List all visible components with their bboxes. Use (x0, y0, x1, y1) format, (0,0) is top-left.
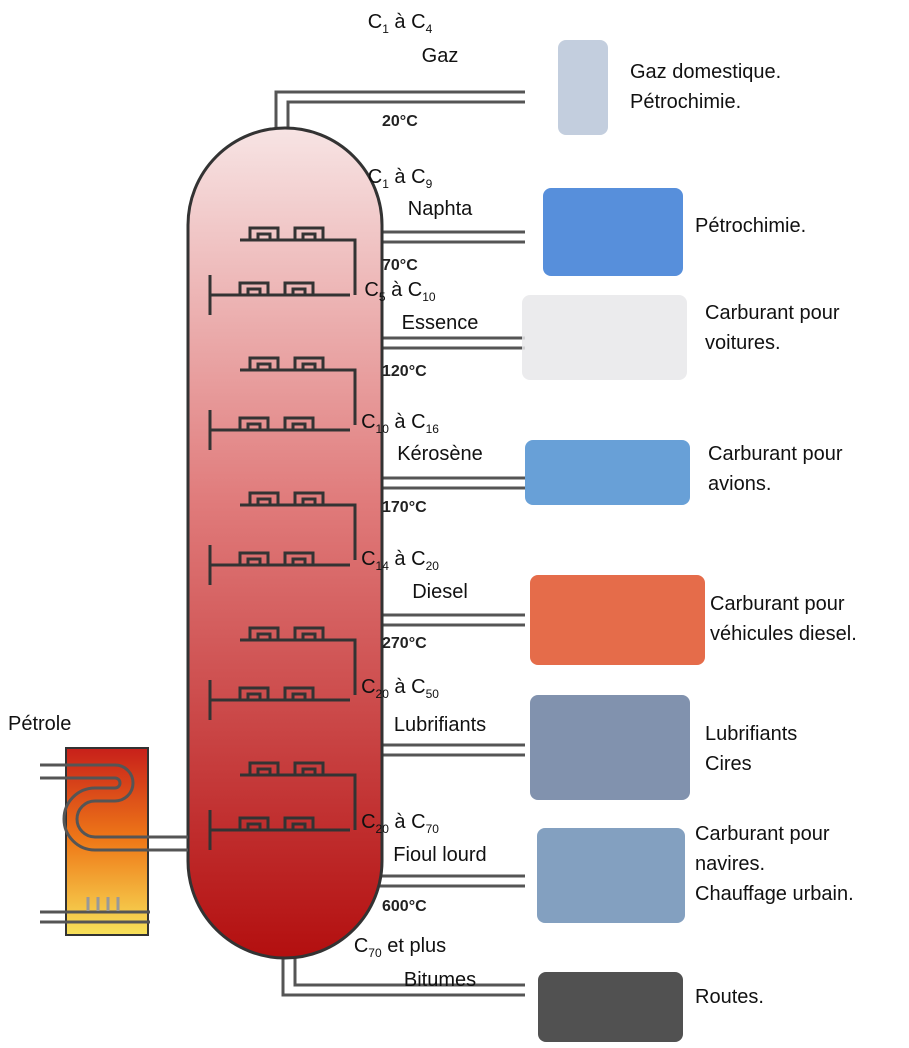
burner-pipe (40, 910, 150, 924)
tray (240, 761, 357, 830)
formula-text: C (368, 166, 382, 188)
temperature: 20°C (382, 113, 418, 130)
tray (240, 226, 357, 295)
use: Carburant pour (705, 302, 840, 324)
formula: C10 à C16 (361, 411, 439, 436)
formula-text: à C (389, 676, 426, 698)
subscript: 70 (426, 822, 440, 836)
temperature: 600°C (382, 898, 427, 915)
tray (240, 626, 357, 695)
product-image (530, 695, 690, 800)
feed-pipe (40, 763, 188, 852)
subscript: 4 (426, 22, 433, 36)
subscript: 14 (376, 559, 390, 573)
subscript: 9 (426, 177, 433, 191)
use: navires. (695, 853, 765, 875)
formula-text: à C (389, 11, 426, 33)
subscript: 20 (376, 687, 390, 701)
fraction-name: Bitumes (404, 969, 476, 991)
formula: C5 à C10 (364, 279, 436, 304)
formula-text: C (361, 411, 375, 433)
tray (240, 491, 357, 560)
formula-text: C (364, 279, 378, 301)
use: Carburant pour (710, 593, 845, 615)
formula-text: C (361, 811, 375, 833)
product-image (525, 440, 690, 505)
temperature: 170°C (382, 499, 427, 516)
subscript: 1 (382, 22, 389, 36)
formula: C20 à C50 (361, 676, 439, 701)
subscript: 10 (376, 422, 390, 436)
formula-text: à C (386, 279, 423, 301)
formula-text: C (361, 548, 375, 570)
subscript: 1 (382, 177, 389, 191)
formula: C70 et plus (354, 935, 446, 960)
tray (208, 810, 350, 850)
fraction-name: Fioul lourd (393, 844, 486, 866)
formula-text: et plus (382, 935, 446, 957)
subscript: 20 (426, 559, 440, 573)
formula: C20 à C70 (361, 811, 439, 836)
use: avions. (708, 473, 771, 495)
product-pipe (274, 90, 525, 128)
subscript: 20 (376, 822, 390, 836)
fraction-name: Essence (402, 312, 479, 334)
tray (208, 680, 350, 720)
formula: C14 à C20 (361, 548, 439, 573)
feed-label: Pétrole (8, 713, 71, 735)
formula-text: à C (389, 166, 426, 188)
formula-text: à C (389, 548, 426, 570)
fraction-name: Naphta (408, 198, 473, 220)
use: Carburant pour (695, 823, 830, 845)
fraction-name: Gaz (422, 45, 459, 67)
subscript: 50 (426, 687, 440, 701)
formula-text: C (354, 935, 368, 957)
use: Pétrochimie. (695, 215, 806, 237)
tray (208, 275, 350, 315)
formula-text: C (368, 11, 382, 33)
product-image (537, 828, 685, 923)
product-pipe (281, 958, 525, 997)
subscript: 70 (368, 946, 382, 960)
use: Lubrifiants (705, 723, 797, 745)
use: Routes. (695, 986, 764, 1008)
use: voitures. (705, 332, 781, 354)
product-image (558, 40, 608, 135)
tray (208, 410, 350, 450)
column (186, 126, 384, 960)
use: Chauffage urbain. (695, 883, 854, 905)
use: Gaz domestique. (630, 61, 781, 83)
fraction-name: Lubrifiants (394, 714, 486, 736)
temperature: 270°C (382, 635, 427, 652)
trays (208, 226, 357, 850)
fraction-name: Diesel (412, 581, 468, 603)
use: Cires (705, 753, 752, 775)
tray (208, 545, 350, 585)
product-image (543, 188, 683, 276)
formula-text: à C (389, 411, 426, 433)
burner (86, 897, 120, 911)
tray (240, 356, 357, 425)
product-image (530, 575, 705, 665)
subscript: 5 (379, 290, 386, 304)
product-image (522, 295, 687, 380)
subscript: 16 (426, 422, 440, 436)
temperature: 120°C (382, 363, 427, 380)
formula: C1 à C9 (368, 166, 433, 191)
use: Carburant pour (708, 443, 843, 465)
fraction-name: Kérosène (397, 443, 483, 465)
product-image (538, 972, 683, 1042)
formula-text: C (361, 676, 375, 698)
temperature: 70°C (382, 257, 418, 274)
use: véhicules diesel. (710, 623, 857, 645)
formula-text: à C (389, 811, 426, 833)
use: Pétrochimie. (630, 91, 741, 113)
formula: C1 à C4 (368, 11, 433, 36)
subscript: 10 (422, 290, 436, 304)
